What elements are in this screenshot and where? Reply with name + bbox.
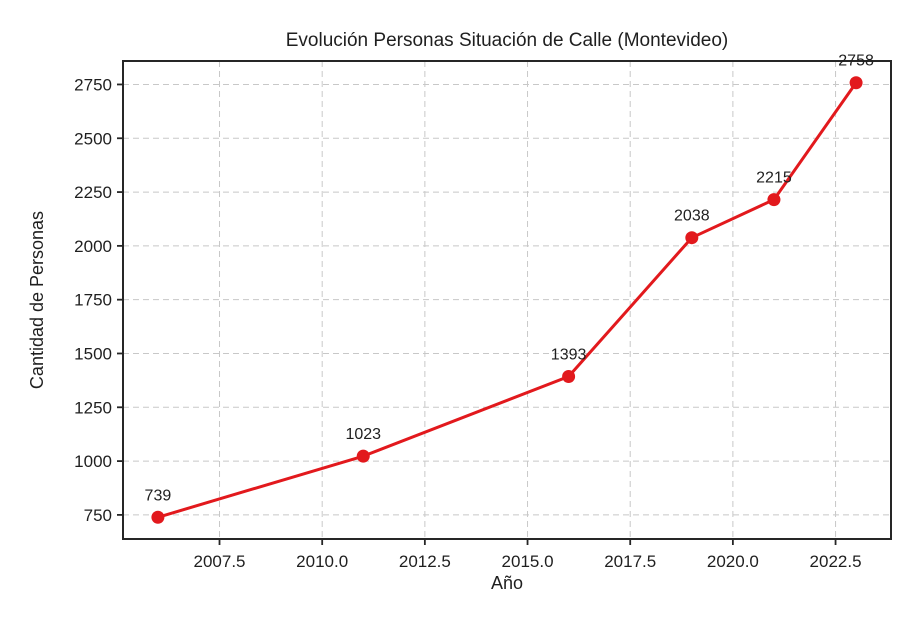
axes: 2007.5 2010.0 2012.5 2015.0 2017.5 2020.0 2022… — [74, 60, 892, 571]
data-point — [562, 370, 576, 384]
x-tick-label: 2020.0 — [707, 552, 759, 571]
data-point — [767, 193, 781, 207]
point-value-label: 2038 — [674, 208, 710, 225]
series-line — [156, 81, 858, 519]
point-value-label: 1393 — [551, 347, 587, 364]
plot-frame — [122, 60, 892, 540]
x-tick-label: 2007.5 — [194, 552, 246, 571]
data-point — [849, 76, 863, 90]
y-tick-label: 2500 — [74, 129, 112, 148]
gridlines — [123, 61, 891, 539]
chart-title: Evolución Personas Situación de Calle (M… — [286, 30, 729, 51]
point-value-label: 1023 — [345, 426, 381, 443]
y-tick-label: 1500 — [74, 344, 112, 363]
data-point — [685, 231, 699, 245]
y-tick-label: 1250 — [74, 398, 112, 417]
point-labels: 739 1023 1393 2038 2215 2758 — [145, 53, 874, 505]
data-point — [151, 510, 165, 524]
data-series — [151, 76, 863, 524]
y-tick-label: 2000 — [74, 237, 112, 256]
x-axis-label: Año — [491, 573, 523, 593]
point-value-label: 2758 — [838, 53, 874, 70]
y-tick-label: 1750 — [74, 291, 112, 310]
y-tick-label: 2250 — [74, 183, 112, 202]
point-value-label: 739 — [145, 487, 172, 504]
y-axis-label: Cantidad de Personas — [27, 211, 47, 389]
x-tick-label: 2022.5 — [810, 552, 862, 571]
x-tick-label: 2010.0 — [296, 552, 348, 571]
x-tick-label: 2012.5 — [399, 552, 451, 571]
x-tick-label: 2017.5 — [604, 552, 656, 571]
point-value-label: 2215 — [756, 170, 792, 187]
x-tick-label: 2015.0 — [502, 552, 554, 571]
data-point — [356, 449, 370, 463]
y-tick-label: 1000 — [74, 452, 112, 471]
y-tick-label: 750 — [84, 506, 112, 525]
y-tick-label: 2750 — [74, 75, 112, 94]
